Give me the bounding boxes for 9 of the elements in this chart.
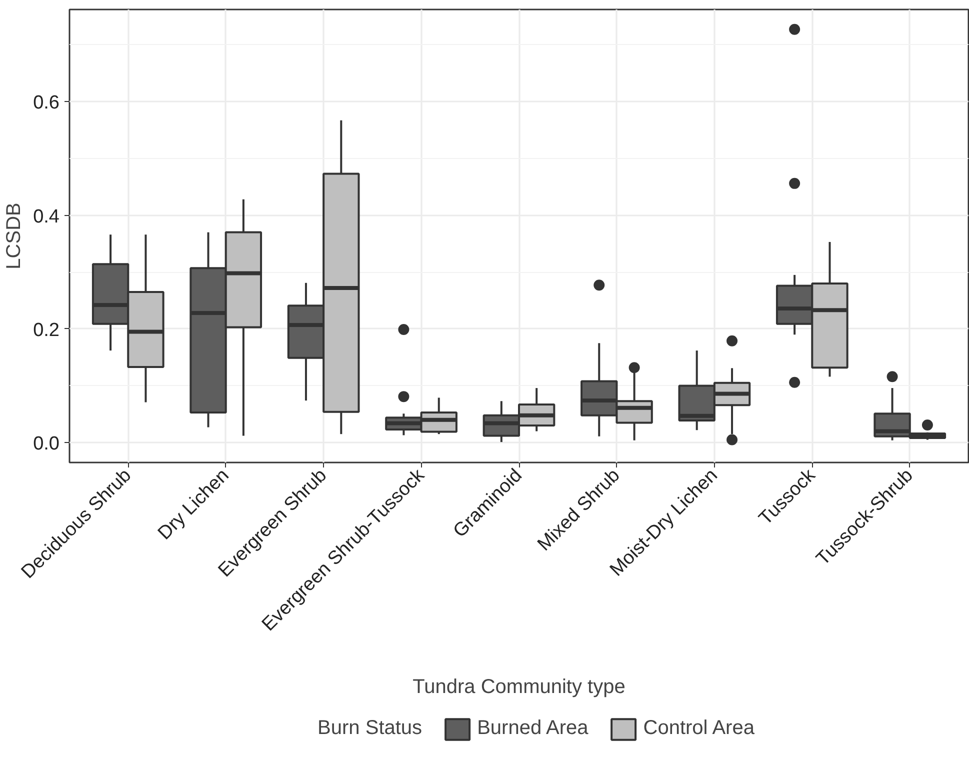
y-tick-label: 0.2 [33, 320, 60, 341]
y-axis-title: LCSDB [3, 202, 26, 270]
y-tick-label: 0.6 [33, 92, 60, 114]
y-tick-label: 0.0 [33, 434, 60, 455]
x-axis-title: Tundra Community type [412, 676, 626, 698]
legend-label: Burned Area [477, 717, 588, 740]
legend-title: Burn Status [318, 717, 422, 740]
y-tick-label: 0.4 [33, 206, 60, 228]
legend-label: Control Area [643, 717, 754, 740]
